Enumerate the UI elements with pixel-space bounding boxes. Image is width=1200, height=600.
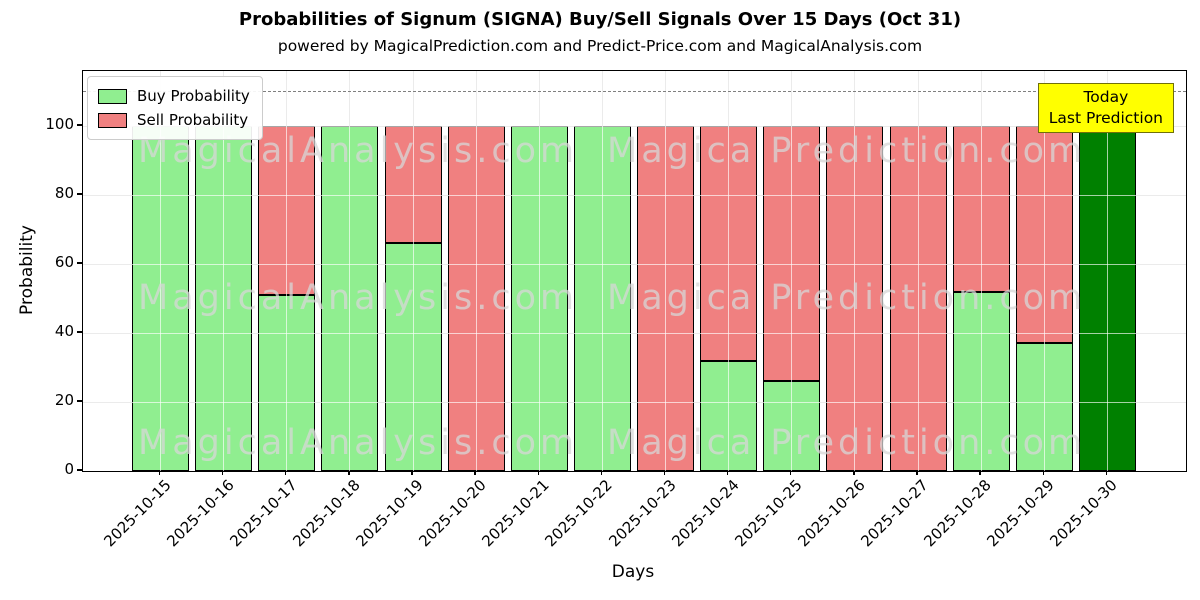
today-annotation-line1: Today [1083,88,1129,106]
chart-subtitle: powered by MagicalPrediction.com and Pre… [277,37,923,55]
x-tick-mark [916,470,918,475]
y-tick-mark [77,193,82,195]
x-tick-mark [348,470,350,475]
bar-sell-2025-10-17 [258,126,316,296]
x-tick-mark [158,470,161,475]
bar-buy-2025-10-18 [321,126,379,471]
sell-probability-swatch [98,112,127,128]
x-tick-mark [537,470,539,475]
x-tick-mark [663,470,666,475]
bar-buy-2025-10-22 [573,126,631,471]
legend-item-buy: Buy Probability [98,84,250,108]
today-annotation-line2: Last Prediction [1048,109,1163,127]
x-axis-label: Days [611,562,655,582]
x-tick-mark [726,470,729,475]
bar-buy-2025-10-16 [195,126,253,471]
bar-buy-2025-10-15 [132,126,189,471]
bar-sell-2025-10-29 [1015,126,1073,344]
x-tick-mark [600,470,603,475]
bar-buy-2025-10-28 [952,291,1010,471]
x-tick-mark [285,470,287,475]
x-tick-mark [221,470,224,475]
y-tick-mark [77,400,82,402]
bar-buy-2025-10-29 [1015,343,1073,471]
y-tick-label: 0 [64,460,74,478]
plot-area: Buy Probability Sell Probability Today L… [82,70,1187,472]
legend-label-sell: Sell Probability [137,111,249,129]
buy-probability-swatch [98,88,127,104]
chart-title: Probabilities of Signum (SIGNA) Buy/Sell… [238,9,962,30]
x-tick-mark [853,470,855,475]
x-tick-mark [411,470,413,475]
x-tick-mark [1042,470,1044,475]
bar-sell-2025-10-20 [447,126,505,471]
bar-sell-2025-10-28 [952,126,1010,292]
y-tick-label: 60 [54,253,74,272]
bar-buy-2025-10-21 [510,126,568,471]
legend: Buy Probability Sell Probability [87,76,263,140]
y-tick-mark [77,124,82,126]
y-tick-label: 100 [45,115,74,134]
bar-sell-2025-10-23 [637,126,695,471]
y-tick-mark [77,262,82,264]
y-tick-label: 80 [54,184,74,203]
legend-item-sell: Sell Probability [98,108,250,132]
x-tick-mark [790,470,792,475]
y-tick-label: 40 [54,322,74,341]
bar-today-2025-10-30 [1078,126,1136,471]
y-tick-mark [77,331,82,333]
legend-label-buy: Buy Probability [137,87,250,105]
bar-sell-2025-10-27 [889,126,947,471]
x-tick-mark [1105,470,1108,475]
bar-buy-2025-10-25 [763,381,821,471]
dashed-threshold-line [83,90,1186,92]
x-tick-label: 2025-10-15 [99,476,175,551]
bar-buy-2025-10-24 [700,360,758,471]
x-tick-mark [979,470,981,475]
bar-sell-2025-10-25 [763,126,821,382]
bar-sell-2025-10-19 [384,126,442,244]
bar-buy-2025-10-17 [258,295,316,471]
y-tick-label: 20 [54,391,74,410]
bar-buy-2025-10-19 [384,243,442,471]
bar-sell-2025-10-24 [700,126,758,361]
today-annotation: Today Last Prediction [1037,83,1174,133]
y-tick-mark [77,469,82,471]
bar-sell-2025-10-26 [826,126,884,471]
x-tick-mark [474,470,476,475]
